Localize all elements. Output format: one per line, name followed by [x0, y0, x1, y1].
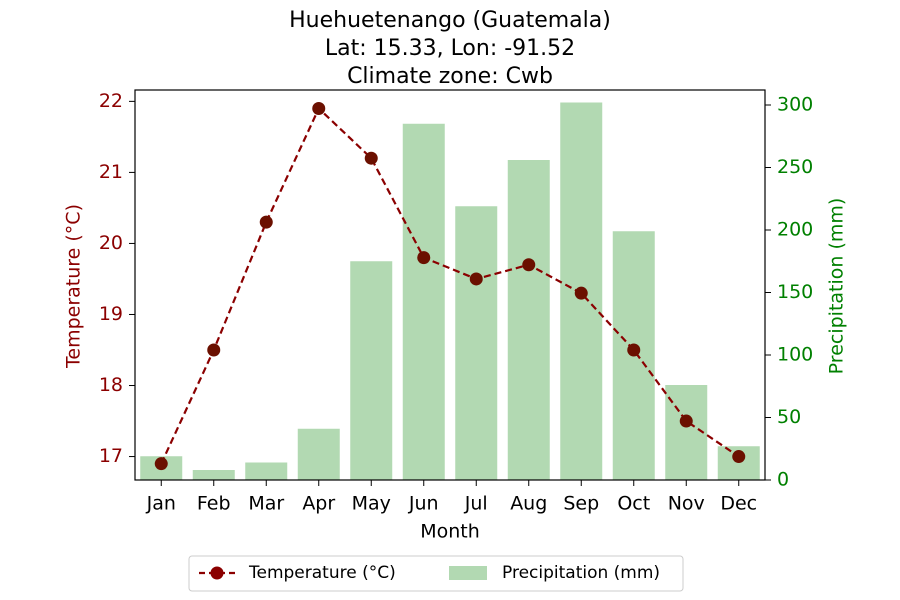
x-tick-label-nov: Nov — [668, 493, 705, 515]
y-right-tick-label: 200 — [777, 219, 813, 241]
temperature-point-oct — [627, 343, 641, 357]
legend: Temperature (°C) Precipitation (mm) — [188, 555, 684, 592]
temperature-point-sep — [574, 286, 588, 300]
title-line-2: Lat: 15.33, Lon: -91.52 — [325, 36, 575, 61]
y-right-tick-label: 100 — [777, 344, 813, 366]
x-tick-label-apr: Apr — [302, 493, 335, 515]
x-tick-label-feb: Feb — [197, 493, 231, 515]
legend-precipitation-label: Precipitation (mm) — [502, 563, 660, 583]
x-tick-label-sep: Sep — [563, 493, 599, 515]
y-right-tick-label: 0 — [777, 469, 789, 491]
precipitation-bar-aug — [507, 160, 550, 480]
precipitation-bar-jun — [402, 123, 445, 480]
y-left-tick-label: 19 — [99, 303, 123, 325]
y-left-tick-label: 17 — [99, 445, 123, 467]
x-tick-label-aug: Aug — [510, 493, 547, 515]
temperature-point-jun — [417, 251, 431, 265]
x-tick-label-oct: Oct — [617, 493, 650, 515]
temperature-point-aug — [522, 258, 536, 272]
x-axis-label: Month — [420, 521, 480, 543]
x-tick-label-dec: Dec — [720, 493, 757, 515]
y-left-tick-label: 21 — [99, 161, 123, 183]
temperature-point-apr — [312, 101, 326, 115]
title-line-3: Climate zone: Cwb — [347, 64, 553, 89]
x-tick-label-jan: Jan — [146, 493, 176, 515]
y-right-tick-label: 50 — [777, 406, 801, 428]
y-axis-left: 17 18 19 20 21 22 — [99, 90, 135, 467]
temperature-line — [160, 106, 740, 465]
y-right-tick-label: 300 — [777, 94, 813, 116]
legend-temperature-marker — [210, 566, 224, 580]
y-right-tick-label: 250 — [777, 156, 813, 178]
y-axis-right-label: Precipitation (mm) — [826, 198, 848, 375]
temperature-point-feb — [207, 343, 221, 357]
y-left-tick-label: 20 — [99, 232, 123, 254]
precipitation-bar-feb — [192, 470, 235, 480]
title-line-1: Huehuetenango (Guatemala) — [289, 8, 611, 33]
temperature-point-mar — [259, 215, 273, 229]
x-axis: Jan Feb Mar Apr May Jun Jul Aug Sep Oct Nov Dec — [146, 480, 757, 515]
legend-box — [188, 555, 684, 592]
precipitation-bar-may — [350, 261, 393, 480]
temperature-point-dec — [732, 450, 746, 464]
precipitation-bars — [140, 102, 760, 480]
chart-title: Huehuetenango (Guatemala) Lat: 15.33, Lo… — [289, 8, 611, 89]
y-left-tick-label: 22 — [99, 90, 123, 112]
x-tick-label-jun: Jun — [408, 493, 439, 515]
temperature-point-jan — [154, 457, 168, 471]
y-right-tick-label: 150 — [777, 281, 813, 303]
temperature-point-may — [364, 151, 378, 165]
precipitation-bar-jul — [455, 206, 498, 480]
precipitation-bar-nov — [665, 385, 708, 480]
precipitation-bar-mar — [245, 462, 288, 480]
plot-frame — [134, 89, 766, 481]
y-axis-right: 0 50 100 150 200 250 300 — [765, 94, 813, 491]
y-left-tick-label: 18 — [99, 374, 123, 396]
x-tick-label-may: May — [352, 493, 391, 515]
y-axis-left-label: Temperature (°C) — [63, 204, 85, 369]
temperature-series — [154, 101, 746, 471]
legend-temperature-label: Temperature (°C) — [248, 563, 396, 583]
x-tick-label-jul: Jul — [464, 493, 488, 515]
x-tick-label-mar: Mar — [248, 493, 284, 515]
legend-precipitation-swatch — [449, 566, 487, 580]
temperature-point-jul — [469, 272, 483, 286]
precipitation-bar-apr — [297, 428, 340, 480]
temperature-point-nov — [679, 414, 693, 428]
